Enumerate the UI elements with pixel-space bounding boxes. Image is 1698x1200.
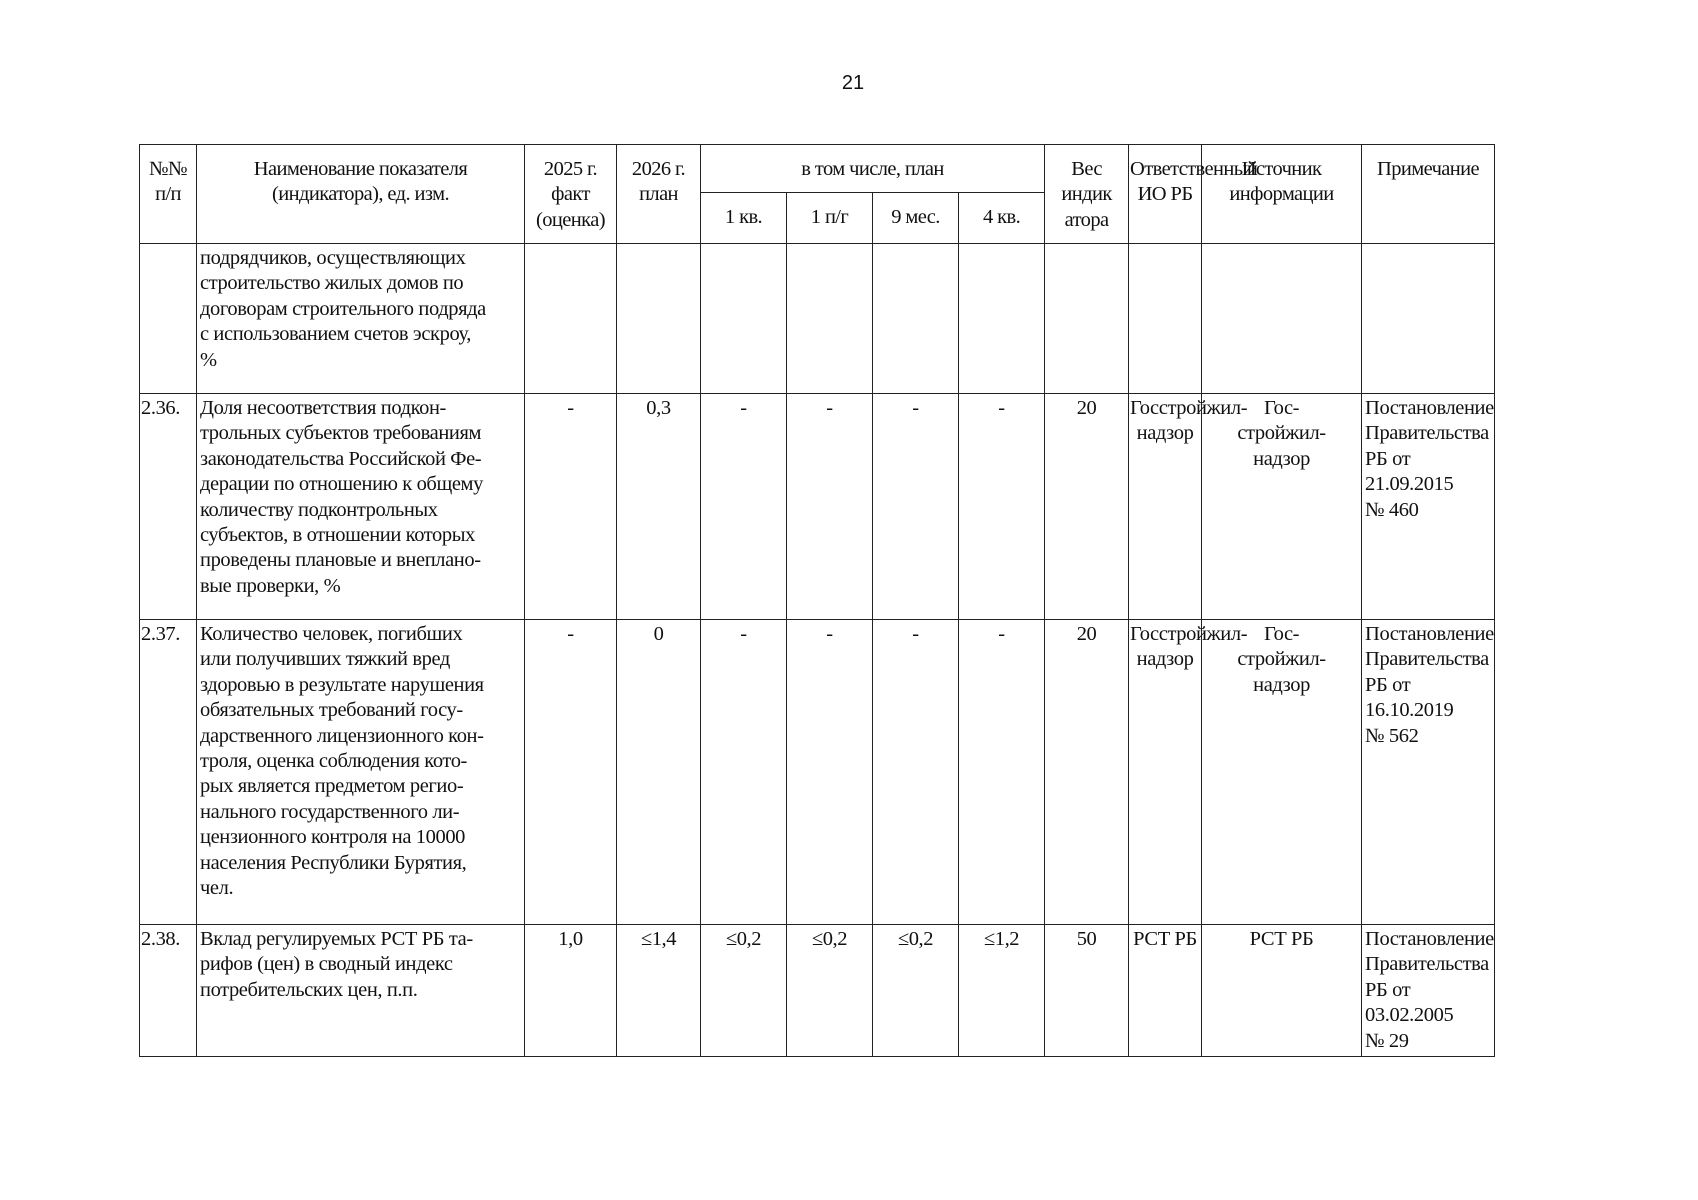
cell-note: Постановление Правительства РБ от 16.10.… (1361, 619, 1496, 925)
header-9m: 9 мес. (872, 192, 959, 244)
cell-q4 (957, 243, 1046, 394)
header-q1: 1 кв. (700, 192, 787, 244)
cell-weight: 20 (1044, 619, 1130, 925)
header-note: Примечание (1361, 144, 1496, 244)
indicators-table: №№ п/п Наименование показателя (индикато… (139, 144, 1677, 1058)
cell-9m: - (872, 619, 959, 925)
cell-plan-2026 (616, 243, 701, 394)
header-including-plan: в том числе, план (699, 144, 1046, 193)
cell-plan-2026: 0 (616, 619, 701, 925)
cell-q1: - (700, 393, 787, 620)
table-row: 2.36. Доля несоответствия подкон- трольны… (139, 393, 1677, 620)
table-row: 2.37. Количество человек, погибших или по… (139, 619, 1677, 925)
header-fact-2025: 2025 г. факт (оценка) (524, 144, 617, 244)
cell-num: 2.38. (139, 923, 197, 1058)
header-q4: 4 кв. (957, 192, 1046, 244)
header-plan-2026: 2026 г. план (616, 144, 701, 244)
cell-num (139, 243, 197, 394)
cell-responsible: Госстройжил- надзор (1128, 393, 1248, 620)
cell-num: 2.36. (139, 393, 197, 620)
cell-q1: - (700, 619, 787, 925)
cell-fact-2025: - (524, 393, 617, 620)
cell-fact-2025: - (524, 619, 617, 925)
cell-h1: - (786, 619, 873, 925)
cell-source: Гос- стройжил- надзор (1201, 619, 1363, 925)
cell-responsible: Госстройжил- надзор (1128, 619, 1248, 925)
table-row: подрядчиков, осуществляющих строительств… (139, 243, 1677, 394)
cell-name: Вклад регулируемых РСТ РБ та- рифов (цен… (196, 923, 525, 1058)
cell-q1: ≤0,2 (700, 923, 787, 1058)
header-responsible: Ответственный ИО РБ (1128, 144, 1258, 244)
cell-source: РСТ РБ (1201, 923, 1363, 1058)
cell-9m (872, 243, 959, 394)
header-source: Источник информации (1201, 144, 1363, 244)
cell-source: Гос- стройжил- надзор (1201, 393, 1363, 620)
cell-q4: - (957, 393, 1046, 620)
cell-fact-2025: 1,0 (524, 923, 617, 1058)
cell-num: 2.37. (139, 619, 197, 925)
cell-responsible (1128, 243, 1203, 394)
cell-source (1201, 243, 1363, 394)
cell-h1: ≤0,2 (786, 923, 873, 1058)
header-h1: 1 п/г (786, 192, 873, 244)
cell-q4: ≤1,2 (957, 923, 1046, 1058)
cell-weight: 20 (1044, 393, 1130, 620)
cell-name: Количество человек, погибших или получив… (196, 619, 525, 925)
cell-plan-2026: ≤1,4 (616, 923, 701, 1058)
header-weight: Вес индик атора (1044, 144, 1130, 244)
cell-plan-2026: 0,3 (616, 393, 701, 620)
page-number: 21 (841, 72, 865, 94)
cell-weight (1044, 243, 1130, 394)
cell-weight: 50 (1044, 923, 1130, 1058)
cell-fact-2025 (524, 243, 617, 394)
cell-q1 (700, 243, 787, 394)
table-header: №№ п/п Наименование показателя (индикато… (139, 144, 1677, 244)
cell-note: Постановление Правительства РБ от 21.09.… (1361, 393, 1496, 620)
cell-name: подрядчиков, осуществляющих строительств… (196, 243, 525, 394)
cell-h1: - (786, 393, 873, 620)
cell-9m: ≤0,2 (872, 923, 959, 1058)
cell-h1 (786, 243, 873, 394)
cell-9m: - (872, 393, 959, 620)
cell-note: Постановление Правительства РБ от 03.02.… (1361, 923, 1496, 1058)
cell-q4: - (957, 619, 1046, 925)
header-name: Наименование показателя (индикатора), ед… (196, 144, 525, 244)
header-num: №№ п/п (139, 144, 197, 244)
table-row: 2.38. Вклад регулируемых РСТ РБ та- рифов… (139, 923, 1677, 1058)
cell-note (1361, 243, 1496, 394)
cell-name: Доля несоответствия подкон- трольных суб… (196, 393, 525, 620)
cell-responsible: РСТ РБ (1128, 923, 1203, 1058)
